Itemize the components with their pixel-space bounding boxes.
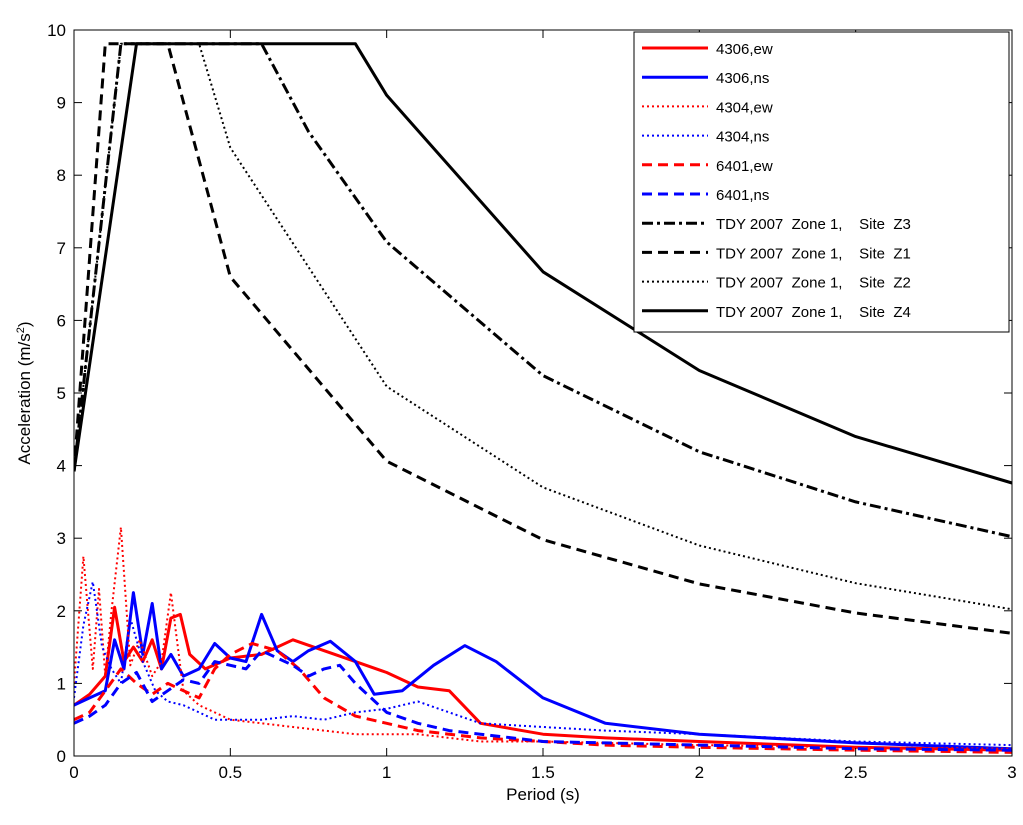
y-tick-label: 8 bbox=[57, 166, 66, 185]
y-tick-label: 1 bbox=[57, 674, 66, 693]
y-tick-label: 6 bbox=[57, 311, 66, 330]
x-tick-label: 1 bbox=[382, 763, 391, 782]
legend-box bbox=[633, 31, 1010, 333]
y-tick-label: 2 bbox=[57, 602, 66, 621]
x-tick-label: 0.5 bbox=[219, 763, 243, 782]
x-tick-label: 0 bbox=[69, 763, 78, 782]
legend-label-7: TDY 2007 Zone 1, Site Z1 bbox=[716, 245, 911, 262]
series-line-9 bbox=[74, 42, 1012, 485]
y-axis-label-exponent: 2 bbox=[15, 327, 27, 333]
legend: 4306,ew 4306,ns 4304,ew 4304,ns 6401,ew 6401,… bbox=[633, 31, 1010, 333]
legend-label-3: 4304,ns bbox=[716, 129, 769, 146]
legend-label-1: 4306,ns bbox=[716, 70, 769, 87]
legend-label-4: 6401,ew bbox=[716, 158, 773, 175]
legend-label-6: TDY 2007 Zone 1, Site Z3 bbox=[716, 216, 911, 233]
legend-label-0: 4306,ew bbox=[716, 41, 773, 58]
y-axis-label: Acceleration (m/s2) bbox=[15, 321, 34, 464]
y-axis-label-main: Acceleration (m/s bbox=[15, 333, 34, 464]
y-tick-label: 5 bbox=[57, 384, 66, 403]
y-tick-label: 4 bbox=[57, 457, 66, 476]
legend-label-5: 6401,ns bbox=[716, 187, 769, 204]
series-line-1 bbox=[74, 591, 1012, 751]
y-tick-label: 0 bbox=[57, 747, 66, 766]
legend-label-2: 4304,ew bbox=[716, 99, 773, 116]
x-tick-label: 2.5 bbox=[844, 763, 868, 782]
x-tick-label: 1.5 bbox=[531, 763, 555, 782]
series-line-5 bbox=[74, 649, 1012, 752]
series-layer bbox=[74, 42, 1012, 754]
series-line-3 bbox=[74, 580, 1012, 747]
x-axis-label: Period (s) bbox=[506, 785, 580, 804]
legend-label-8: TDY 2007 Zone 1, Site Z2 bbox=[716, 275, 911, 292]
series-line-2 bbox=[74, 526, 1012, 750]
legend-label-9: TDY 2007 Zone 1, Site Z4 bbox=[716, 304, 911, 321]
y-tick-label: 10 bbox=[47, 21, 66, 40]
y-axis-ticks: 0 1 2 3 4 5 6 7 8 9 10 bbox=[47, 21, 1012, 766]
y-axis-label-close: ) bbox=[15, 321, 34, 327]
y-tick-label: 7 bbox=[57, 239, 66, 258]
x-tick-label: 2 bbox=[695, 763, 704, 782]
x-tick-label: 3 bbox=[1007, 763, 1016, 782]
x-axis-ticks: 0 0.5 1 1.5 2 2.5 3 bbox=[69, 30, 1017, 782]
y-tick-label: 9 bbox=[57, 94, 66, 113]
y-tick-label: 3 bbox=[57, 529, 66, 548]
